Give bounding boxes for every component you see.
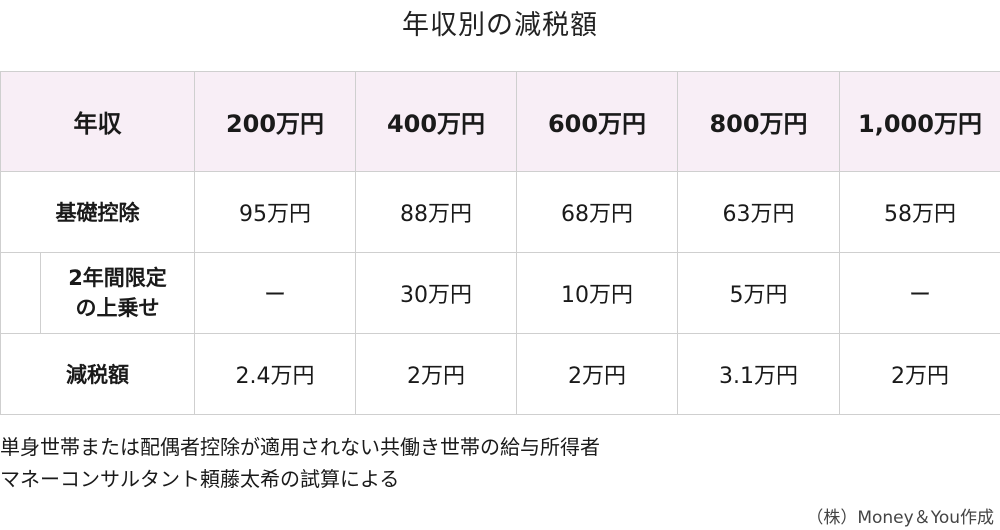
- table-cell: 2万円: [516, 333, 678, 415]
- table-cell: 5万円: [677, 252, 840, 334]
- tax-reduction-table: 年収 200万円 400万円 600万円 800万円 1,000万円 基礎控除 …: [0, 71, 1000, 415]
- row-label-line: 2年間限定: [68, 266, 167, 290]
- table-cell: 63万円: [677, 171, 840, 253]
- footnote: 単身世帯または配偶者控除が適用されない共働き世帯の給与所得者: [0, 435, 600, 459]
- header-cell: 200万円: [194, 71, 356, 172]
- table-cell: 58万円: [839, 171, 1000, 253]
- table-cell: 30万円: [355, 252, 517, 334]
- table-cell: 68万円: [516, 171, 678, 253]
- table-header-row: 年収 200万円 400万円 600万円 800万円 1,000万円: [0, 71, 1000, 172]
- row-label-limited-addition: 2年間限定 の上乗せ: [40, 252, 195, 334]
- table-row: 減税額 2.4万円 2万円 2万円 3.1万円 2万円: [0, 333, 1000, 415]
- header-cell-income: 年収: [0, 71, 195, 172]
- table-row: 2年間限定 の上乗せ ー 30万円 10万円 5万円 ー: [0, 252, 1000, 334]
- header-cell: 1,000万円: [839, 71, 1000, 172]
- source-credit: （株）Money＆You作成: [806, 508, 994, 528]
- table-cell: 2.4万円: [194, 333, 356, 415]
- page-title: 年収別の減税額: [402, 10, 598, 41]
- table-cell: 2万円: [355, 333, 517, 415]
- table-cell: 3.1万円: [677, 333, 840, 415]
- table-cell: ー: [839, 252, 1000, 334]
- row-label-line: の上乗せ: [75, 296, 160, 320]
- table-row: 基礎控除 95万円 88万円 68万円 63万円 58万円: [0, 171, 1000, 253]
- table-cell: 2万円: [839, 333, 1000, 415]
- footnote: マネーコンサルタント頼藤太希の試算による: [0, 467, 400, 491]
- indent-spacer: [0, 252, 41, 334]
- table-cell: 88万円: [355, 171, 517, 253]
- row-label-basic-deduction: 基礎控除: [0, 171, 195, 253]
- table-cell: ー: [194, 252, 356, 334]
- table-cell: 95万円: [194, 171, 356, 253]
- row-label-tax-reduction: 減税額: [0, 333, 195, 415]
- header-cell: 600万円: [516, 71, 678, 172]
- table-cell: 10万円: [516, 252, 678, 334]
- header-cell: 800万円: [677, 71, 840, 172]
- header-cell: 400万円: [355, 71, 517, 172]
